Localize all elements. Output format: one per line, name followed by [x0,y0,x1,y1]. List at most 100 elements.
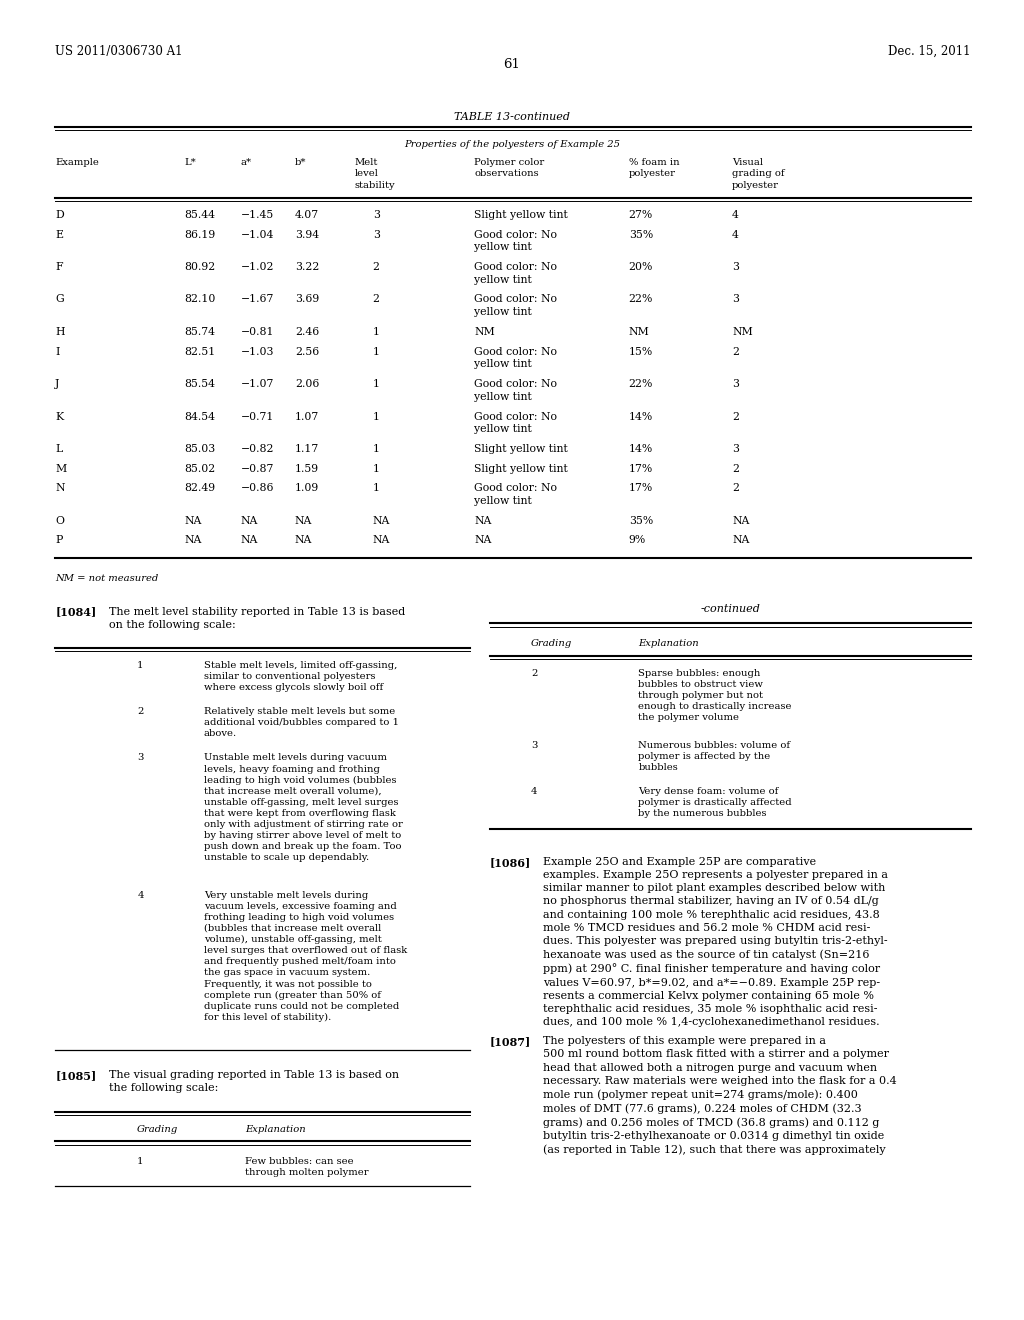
Text: NM = not measured: NM = not measured [55,574,159,583]
Text: 22%: 22% [629,294,653,305]
Text: a*: a* [241,158,252,168]
Text: 2: 2 [373,294,380,305]
Text: -continued: -continued [700,605,760,614]
Text: Good color: No
yellow tint: Good color: No yellow tint [474,379,557,401]
Text: 2: 2 [732,483,739,492]
Text: N: N [55,483,65,492]
Text: NA: NA [295,516,312,525]
Text: 2: 2 [732,412,739,421]
Text: 4: 4 [531,787,538,796]
Text: Grading: Grading [531,639,572,648]
Text: Melt
level
stability: Melt level stability [354,158,395,190]
Text: 85.03: 85.03 [184,444,216,454]
Text: 20%: 20% [629,261,653,272]
Text: Good color: No
yellow tint: Good color: No yellow tint [474,294,557,317]
Text: −1.02: −1.02 [241,261,274,272]
Text: Grading: Grading [137,1125,178,1134]
Text: 3: 3 [373,230,380,239]
Text: 1.17: 1.17 [295,444,319,454]
Text: 1.09: 1.09 [295,483,319,492]
Text: Sparse bubbles: enough
bubbles to obstruct view
through polymer but not
enough t: Sparse bubbles: enough bubbles to obstru… [639,669,792,722]
Text: NA: NA [474,535,492,545]
Text: 1: 1 [137,661,143,671]
Text: NA: NA [732,516,750,525]
Text: 1.07: 1.07 [295,412,319,421]
Text: Dec. 15, 2011: Dec. 15, 2011 [888,45,971,58]
Text: M: M [55,463,67,474]
Text: The polyesters of this example were prepared in a
500 ml round bottom flask fitt: The polyesters of this example were prep… [544,1036,897,1155]
Text: NA: NA [184,516,202,525]
Text: NM: NM [732,327,753,337]
Text: Unstable melt levels during vacuum
levels, heavy foaming and frothing
leading to: Unstable melt levels during vacuum level… [204,754,402,862]
Text: 2.06: 2.06 [295,379,319,389]
Text: −1.45: −1.45 [241,210,273,220]
Text: Properties of the polyesters of Example 25: Properties of the polyesters of Example … [404,140,620,149]
Text: Very dense foam: volume of
polymer is drastically affected
by the numerous bubbl: Very dense foam: volume of polymer is dr… [639,787,793,818]
Text: 2: 2 [732,347,739,356]
Text: P: P [55,535,62,545]
Text: 1: 1 [373,412,380,421]
Text: −0.82: −0.82 [241,444,274,454]
Text: 61: 61 [504,58,520,71]
Text: 3: 3 [732,379,739,389]
Text: 1: 1 [373,483,380,492]
Text: 1: 1 [373,463,380,474]
Text: NA: NA [295,535,312,545]
Text: J: J [55,379,59,389]
Text: NA: NA [184,535,202,545]
Text: 85.74: 85.74 [184,327,215,337]
Text: Numerous bubbles: volume of
polymer is affected by the
bubbles: Numerous bubbles: volume of polymer is a… [639,741,791,772]
Text: 85.02: 85.02 [184,463,216,474]
Text: 3: 3 [373,210,380,220]
Text: −0.86: −0.86 [241,483,274,492]
Text: −1.67: −1.67 [241,294,274,305]
Text: 2: 2 [531,669,538,678]
Text: D: D [55,210,65,220]
Text: Good color: No
yellow tint: Good color: No yellow tint [474,483,557,506]
Text: 3: 3 [732,444,739,454]
Text: 1: 1 [373,379,380,389]
Text: −1.07: −1.07 [241,379,274,389]
Text: b*: b* [295,158,306,168]
Text: NA: NA [241,535,258,545]
Text: NM: NM [474,327,495,337]
Text: 3: 3 [732,294,739,305]
Text: −0.71: −0.71 [241,412,274,421]
Text: 35%: 35% [629,230,653,239]
Text: [1087]: [1087] [490,1036,531,1047]
Text: Relatively stable melt levels but some
additional void/bubbles compared to 1
abo: Relatively stable melt levels but some a… [204,708,398,738]
Text: 1: 1 [373,347,380,356]
Text: 3: 3 [732,261,739,272]
Text: Visual
grading of
polyester: Visual grading of polyester [732,158,784,190]
Text: US 2011/0306730 A1: US 2011/0306730 A1 [55,45,183,58]
Text: 80.92: 80.92 [184,261,216,272]
Text: 9%: 9% [629,535,646,545]
Text: 1: 1 [373,327,380,337]
Text: Example 25O and Example 25P are comparative
examples. Example 25O represents a p: Example 25O and Example 25P are comparat… [544,857,888,1027]
Text: The melt level stability reported in Table 13 is based
on the following scale:: The melt level stability reported in Tab… [109,606,404,630]
Text: −1.03: −1.03 [241,347,274,356]
Text: 17%: 17% [629,483,653,492]
Text: 4: 4 [732,210,739,220]
Text: 2: 2 [732,463,739,474]
Text: L*: L* [184,158,196,168]
Text: 4: 4 [137,891,143,899]
Text: 17%: 17% [629,463,653,474]
Text: NA: NA [373,535,390,545]
Text: H: H [55,327,65,337]
Text: NA: NA [474,516,492,525]
Text: Explanation: Explanation [245,1125,305,1134]
Text: Slight yellow tint: Slight yellow tint [474,210,568,220]
Text: G: G [55,294,65,305]
Text: [1085]: [1085] [55,1071,96,1081]
Text: 14%: 14% [629,412,653,421]
Text: 3: 3 [137,754,143,763]
Text: 22%: 22% [629,379,653,389]
Text: % foam in
polyester: % foam in polyester [629,158,679,178]
Text: 3.22: 3.22 [295,261,319,272]
Text: NA: NA [373,516,390,525]
Text: 2.56: 2.56 [295,347,319,356]
Text: 2: 2 [137,708,143,717]
Text: 82.51: 82.51 [184,347,216,356]
Text: NM: NM [629,327,649,337]
